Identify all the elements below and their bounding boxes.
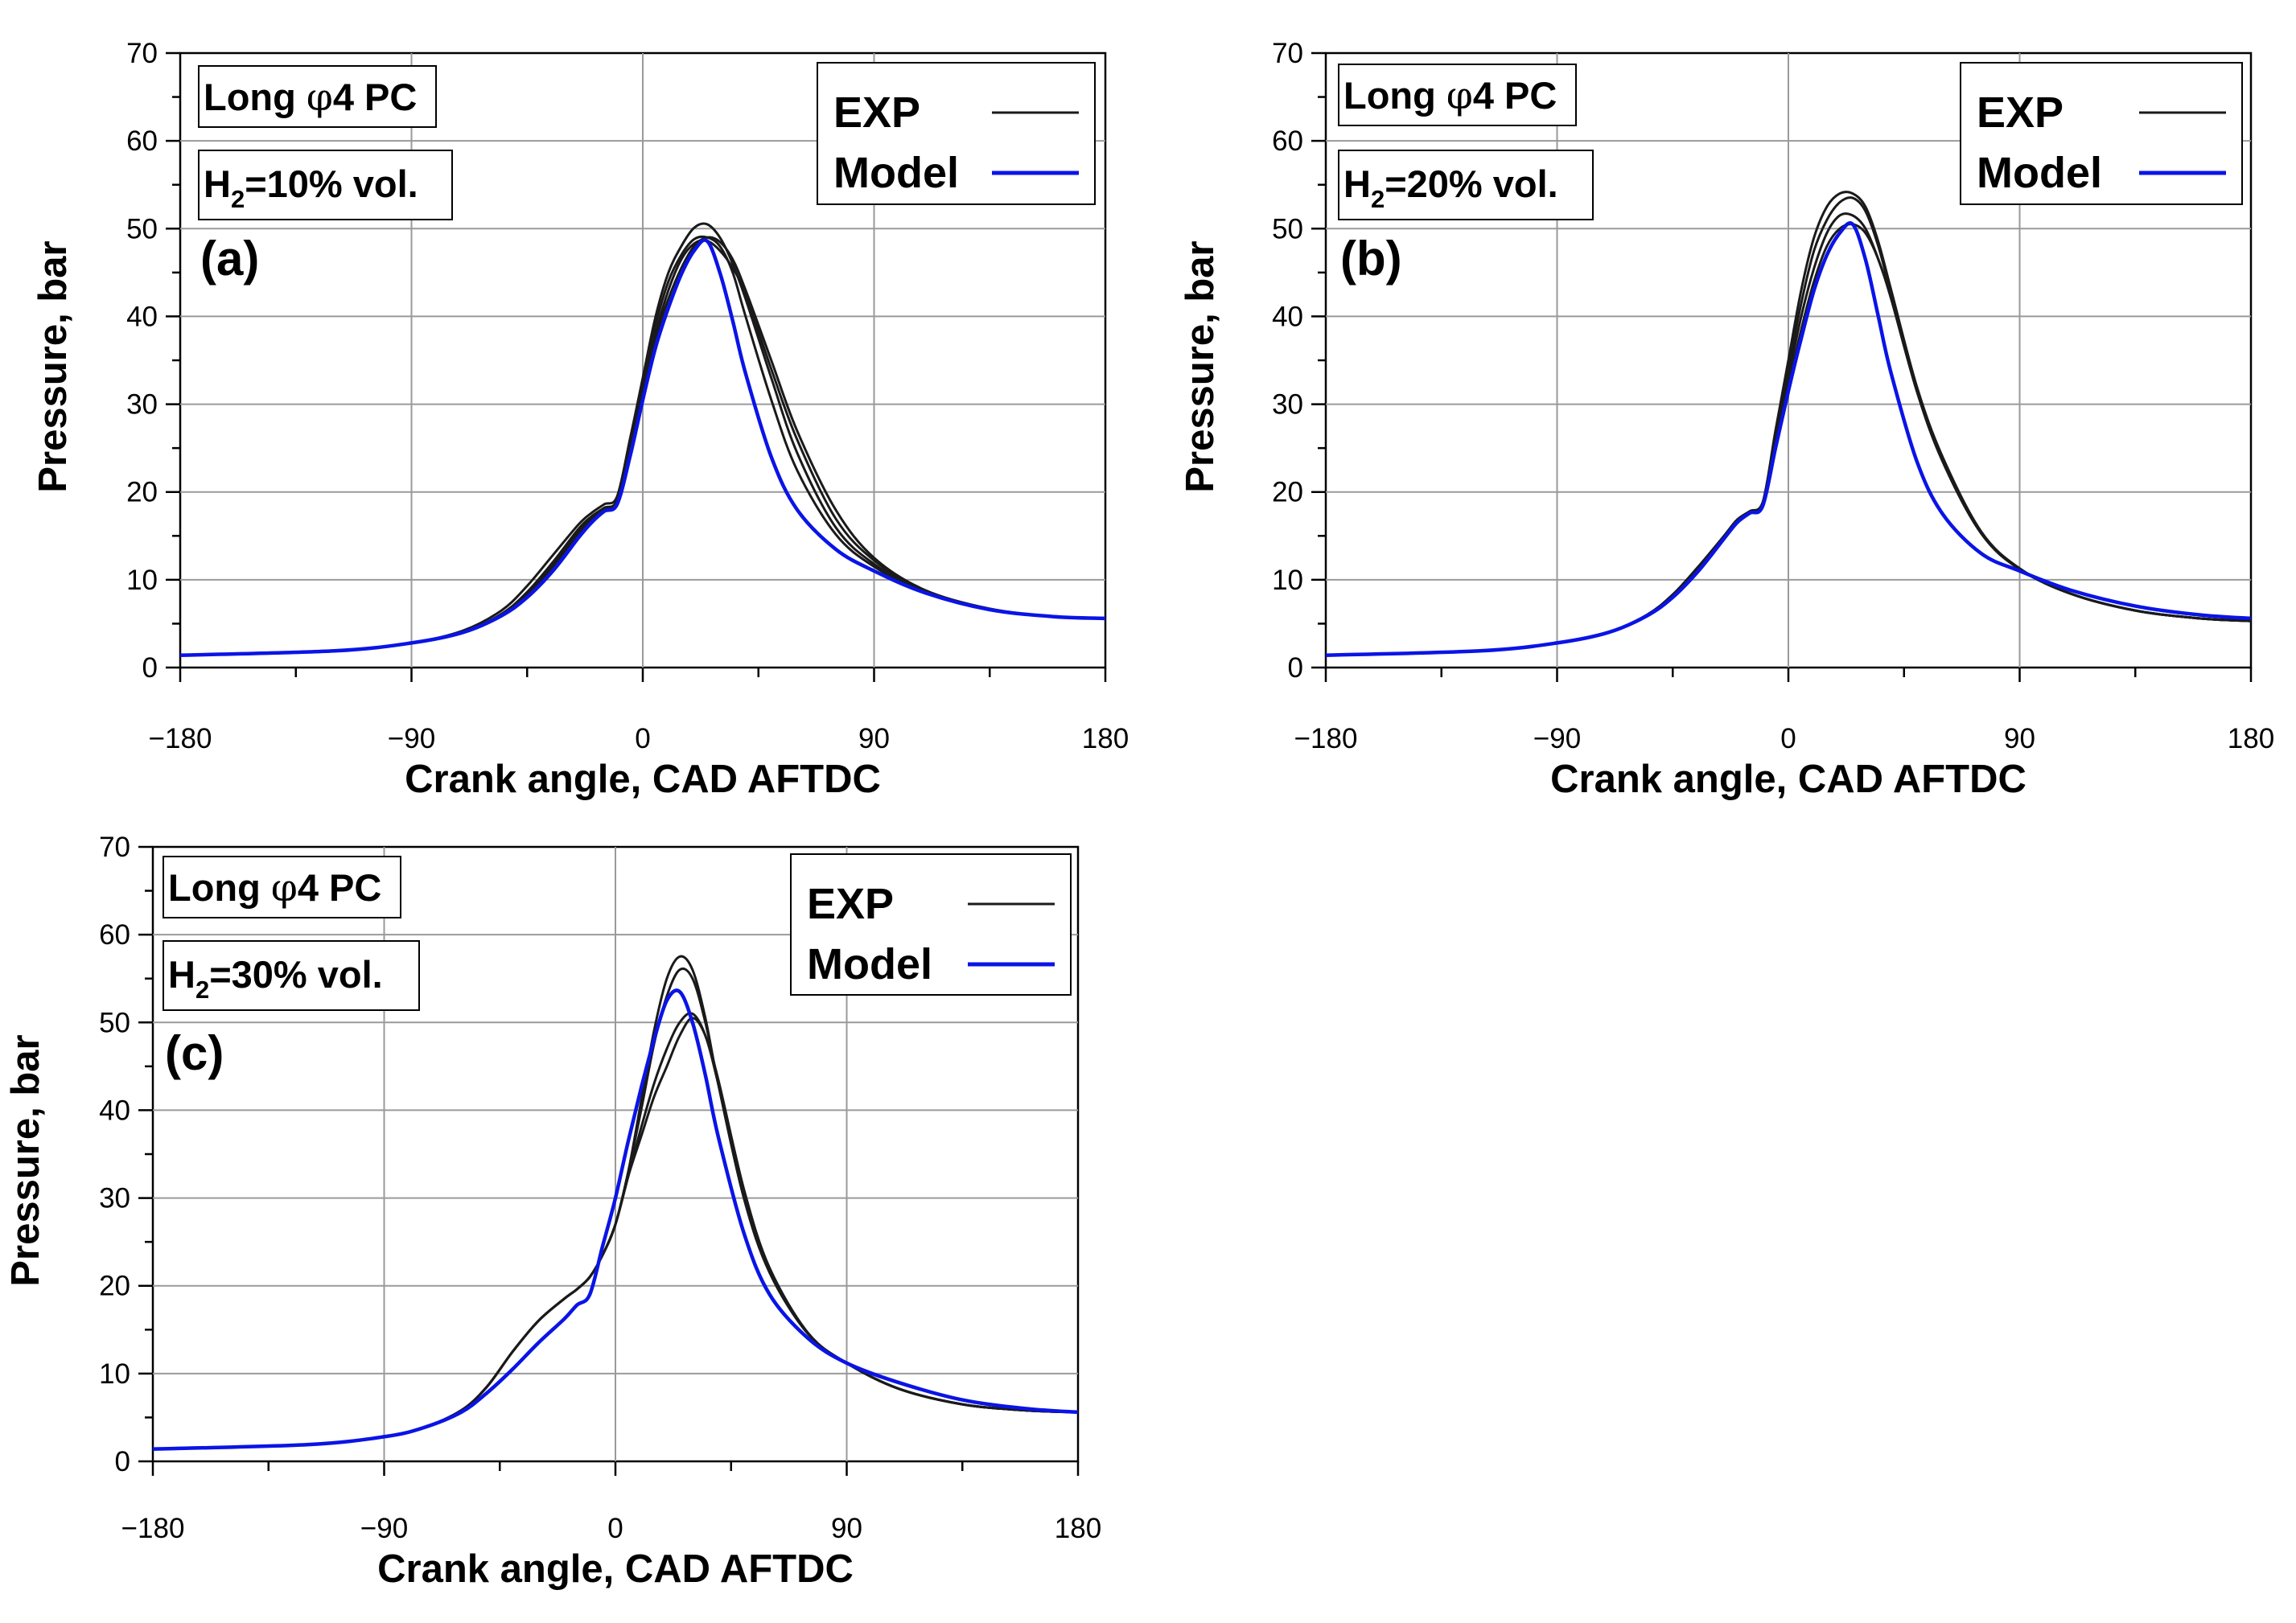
legend-label-exp: EXP <box>1977 88 2064 137</box>
y-tick-label: 40 <box>99 1095 130 1126</box>
h2-label: H2=10% vol. <box>204 162 418 213</box>
legend-box <box>790 853 1072 996</box>
x-axis-label: Crank angle, CAD AFTDC <box>377 1547 854 1591</box>
y-tick-label: 0 <box>142 652 158 684</box>
y-tick-label: 70 <box>1272 38 1303 69</box>
y-axis-label: Pressure, bar <box>31 240 75 492</box>
h2-label: H2=30% vol. <box>168 953 383 1004</box>
y-tick-label: 60 <box>126 125 158 157</box>
x-axis-label: Crank angle, CAD AFTDC <box>1550 758 2026 801</box>
chart-panel-a: 0 10 20 30 40 50 60 70 −180 −90 0 90 180 Crank angle,… <box>31 38 1129 801</box>
exp-line-1 <box>180 222 1105 657</box>
x-tick-label: 90 <box>858 723 890 754</box>
exp-line-4 <box>153 1017 1078 1451</box>
x-tick-label: 0 <box>635 723 650 754</box>
x-tick-label: 180 <box>1082 723 1129 754</box>
legend-label-exp: EXP <box>807 880 894 928</box>
legend-label-model: Model <box>833 149 959 197</box>
y-tick-label: 20 <box>1272 477 1303 508</box>
h2-box <box>198 150 453 220</box>
y-axis-label: Pressure, bar <box>4 1034 47 1286</box>
y-tick-label: 50 <box>1272 213 1303 244</box>
legend-label-model: Model <box>807 940 932 988</box>
config-label: Long φ4 PC <box>204 76 417 120</box>
config-box <box>163 856 401 918</box>
y-tick-label: 60 <box>99 919 130 951</box>
config-box <box>1338 64 1577 126</box>
config-label: Long φ4 PC <box>168 866 381 910</box>
h2-label: H2=20% vol. <box>1343 162 1558 213</box>
model-line <box>1326 221 2251 657</box>
x-tick-label: −90 <box>388 723 435 754</box>
legend-box <box>817 62 1096 205</box>
x-tick-label: 180 <box>2228 723 2274 754</box>
y-tick-label: 10 <box>99 1358 130 1390</box>
model-line <box>153 988 1078 1451</box>
x-tick-label: −180 <box>1294 723 1358 754</box>
y-tick-label: 20 <box>99 1271 130 1302</box>
y-axis-label: Pressure, bar <box>1179 240 1222 492</box>
y-tick-label: 30 <box>99 1183 130 1214</box>
x-tick-label: 180 <box>1055 1513 1101 1544</box>
y-tick-label: 0 <box>1288 652 1303 684</box>
x-tick-label: −180 <box>121 1513 185 1544</box>
x-axis-label: Crank angle, CAD AFTDC <box>405 758 881 801</box>
x-tick-label: 90 <box>831 1513 862 1544</box>
config-box <box>198 65 437 128</box>
series-group <box>153 955 1078 1451</box>
x-tick-label: −180 <box>149 723 212 754</box>
panel-label: (a) <box>200 232 259 286</box>
y-tick-label: 0 <box>115 1446 130 1477</box>
x-tick-label: 0 <box>1780 723 1796 754</box>
h2-box <box>163 940 420 1011</box>
legend-box <box>1960 62 2243 205</box>
x-tick-label: 0 <box>607 1513 623 1544</box>
chart-panel-b: 0 10 20 30 40 50 60 70 −180 −90 0 90 180 Crank angle,… <box>1179 38 2274 801</box>
y-tick-label: 70 <box>99 832 130 863</box>
legend-label-exp: EXP <box>833 88 920 137</box>
x-tick-label: 90 <box>2004 723 2035 754</box>
y-tick-label: 70 <box>126 38 158 69</box>
y-tick-label: 50 <box>126 213 158 244</box>
y-tick-label: 40 <box>1272 301 1303 332</box>
y-tick-label: 60 <box>1272 125 1303 157</box>
y-tick-label: 30 <box>1272 389 1303 421</box>
y-tick-label: 30 <box>126 389 158 421</box>
y-tick-label: 20 <box>126 477 158 508</box>
model-line <box>180 238 1105 657</box>
chart-panel-c: 0 10 20 30 40 50 60 70 −180 −90 0 90 180 Crank angle,… <box>4 832 1101 1591</box>
x-tick-label: −90 <box>360 1513 408 1544</box>
config-label: Long φ4 PC <box>1343 74 1557 118</box>
y-tick-label: 50 <box>99 1007 130 1038</box>
h2-box <box>1338 150 1594 220</box>
series-group <box>180 222 1105 657</box>
panel-label: (c) <box>165 1026 224 1080</box>
y-tick-label: 40 <box>126 301 158 332</box>
panel-label: (b) <box>1340 232 1402 286</box>
x-tick-label: −90 <box>1533 723 1581 754</box>
legend-label-model: Model <box>1977 149 2102 197</box>
y-tick-label: 10 <box>1272 565 1303 596</box>
y-tick-label: 10 <box>126 565 158 596</box>
series-group <box>1326 191 2251 657</box>
